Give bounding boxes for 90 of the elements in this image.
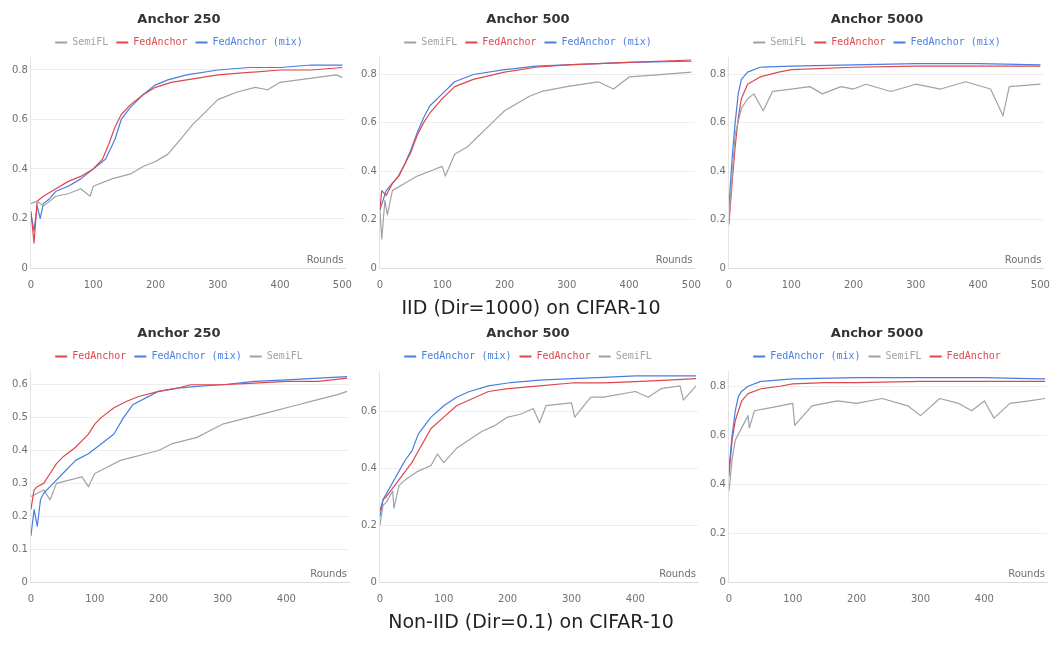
y-tick-label: 0.4: [361, 461, 377, 473]
x-tick-label: 100: [85, 592, 105, 604]
chart-title: Anchor 5000: [830, 325, 924, 341]
y-tick-label: 0: [370, 261, 377, 273]
x-tick-label: 100: [781, 278, 801, 290]
x-tick-label: 300: [557, 278, 577, 290]
y-tick-label: 0.4: [361, 164, 377, 176]
legend-label: FedAnchor: [831, 36, 886, 48]
legend-label: FedAnchor (mix): [421, 350, 512, 362]
legend-label: FedAnchor (mix): [151, 350, 242, 362]
x-tick-label: 400: [276, 592, 296, 604]
legend-label: SemiFL: [266, 350, 303, 362]
y-tick-label: 0.4: [12, 444, 28, 456]
y-tick-label: 0.8: [710, 379, 726, 391]
y-tick-label: 0.8: [361, 68, 377, 80]
y-tick-label: 0.2: [12, 509, 28, 521]
y-tick-label: 0.6: [361, 405, 377, 416]
x-axis-title: Rounds: [310, 567, 347, 579]
y-tick-label: 0: [21, 261, 28, 273]
x-axis-title: Rounds: [655, 253, 693, 265]
chart-title: Anchor 250: [137, 325, 221, 341]
x-axis-title: Rounds: [306, 253, 344, 265]
y-tick-label: 0.2: [710, 213, 726, 225]
x-tick-label: 400: [974, 592, 994, 604]
chart-title: Anchor 5000: [830, 11, 924, 27]
x-tick-label: 400: [968, 278, 988, 290]
y-tick-label: 0: [21, 575, 28, 587]
text: IID (Dir=1000) on CIFAR-10: [401, 296, 661, 318]
x-axis-title: Rounds: [1004, 253, 1042, 265]
x-tick-label: 300: [212, 592, 233, 604]
x-axis-title: Rounds: [659, 567, 696, 579]
y-tick-label: 0.8: [710, 68, 726, 80]
y-tick-label: 0: [370, 575, 377, 587]
y-tick-label: 0.3: [12, 476, 28, 488]
x-tick-label: 300: [561, 592, 582, 604]
y-tick-label: 0.4: [710, 477, 726, 489]
x-tick-label: 100: [434, 592, 454, 604]
x-tick-label: 100: [83, 278, 103, 290]
x-tick-label: 500: [1030, 278, 1050, 290]
x-tick-label: 100: [432, 278, 452, 290]
x-tick-label: 200: [847, 592, 867, 604]
legend-label: FedAnchor (mix): [212, 36, 303, 48]
legend-label: SemiFL: [615, 350, 652, 362]
y-tick-label: 0.2: [12, 212, 28, 224]
legend-label: SemiFL: [72, 36, 109, 48]
y-tick-label: 0.6: [361, 116, 377, 128]
y-tick-label: 0.4: [12, 162, 28, 174]
legend-label: FedAnchor: [133, 36, 188, 48]
text: Non-IID (Dir=0.1) on CIFAR-10: [388, 610, 674, 632]
chart-title: Anchor 500: [486, 325, 570, 341]
legend-label: FedAnchor: [536, 350, 591, 362]
y-tick-label: 0: [719, 261, 726, 273]
x-tick-label: 200: [498, 592, 518, 604]
x-tick-label: 500: [681, 278, 701, 290]
x-tick-label: 100: [783, 592, 803, 604]
x-tick-label: 200: [494, 278, 515, 290]
y-tick-label: 0.1: [12, 542, 28, 554]
legend-label: FedAnchor (mix): [561, 36, 652, 48]
legend-label: FedAnchor (mix): [910, 36, 1001, 48]
y-tick-label: 0.6: [12, 113, 28, 125]
y-tick-label: 0.6: [12, 378, 28, 390]
y-tick-label: 0.5: [12, 411, 28, 423]
legend-label: FedAnchor: [72, 350, 127, 362]
y-tick-label: 0.6: [710, 116, 726, 128]
x-tick-label: 200: [145, 278, 166, 290]
x-axis-title: Rounds: [1008, 567, 1045, 579]
legend-label: SemiFL: [421, 36, 458, 48]
x-tick-label: 400: [625, 592, 645, 604]
x-tick-label: 200: [149, 592, 169, 604]
x-tick-label: 300: [910, 592, 931, 604]
legend-label: FedAnchor: [482, 36, 537, 48]
y-tick-label: 0.2: [710, 526, 726, 538]
x-tick-label: 400: [270, 278, 290, 290]
chart-title: Anchor 500: [486, 11, 570, 27]
y-tick-label: 0.4: [710, 164, 726, 176]
y-tick-label: 0: [719, 575, 726, 587]
y-tick-label: 0.2: [361, 518, 377, 530]
x-tick-label: 300: [208, 278, 228, 290]
chart-title: Anchor 250: [137, 11, 221, 27]
x-tick-label: 500: [332, 278, 352, 290]
y-tick-label: 0.6: [710, 428, 726, 440]
x-tick-label: 400: [619, 278, 639, 290]
legend-label: SemiFL: [770, 36, 807, 48]
legend-label: FedAnchor: [946, 350, 1001, 362]
x-tick-label: 300: [906, 278, 926, 290]
legend-label: SemiFL: [885, 350, 922, 362]
y-tick-label: 0.2: [361, 213, 377, 225]
legend-label: FedAnchor (mix): [770, 350, 861, 362]
y-tick-label: 0.8: [12, 63, 28, 75]
x-tick-label: 200: [843, 278, 864, 290]
